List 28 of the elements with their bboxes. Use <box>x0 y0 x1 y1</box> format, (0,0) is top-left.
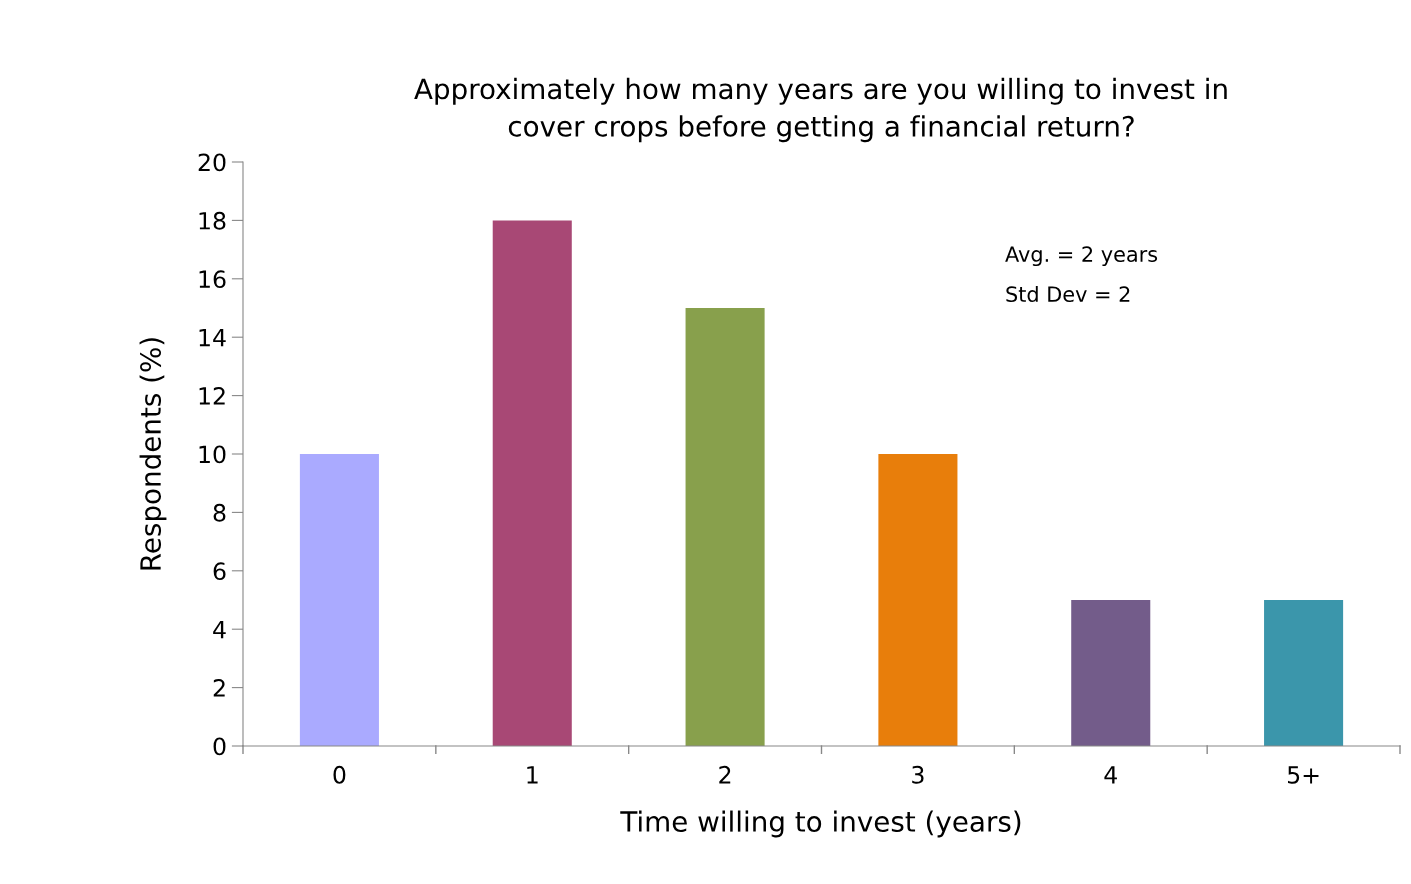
y-tick-label: 8 <box>213 503 226 522</box>
bar <box>878 454 958 746</box>
bar <box>1264 600 1344 746</box>
x-tick-label: 2 <box>719 765 731 784</box>
y-tick-label: 6 <box>213 562 226 581</box>
annotation: Avg. = 2 years <box>1005 246 1158 267</box>
y-tick-label: 2 <box>213 679 225 697</box>
chart-title: Approximately how many years are you willing to invest in cover crops before getting a financial return? <box>414 77 1227 143</box>
annotation: Std Dev = 2 <box>1006 285 1130 303</box>
y-tick-label: 0 <box>213 737 226 756</box>
y-tick-label: 14 <box>199 328 226 347</box>
bar <box>492 220 572 746</box>
y-tick-label: 18 <box>199 211 226 230</box>
x-tick-label: 3 <box>912 765 924 784</box>
x-tick-label: 1 <box>527 766 538 784</box>
x-tick-label: 0 <box>333 765 346 784</box>
x-tick-label: 5+ <box>1288 766 1319 784</box>
x-axis-title: Time willing to invest (years) <box>620 810 1021 838</box>
y-tick-label: 20 <box>198 153 226 172</box>
bar <box>685 308 765 746</box>
y-axis-title: Respondents (%) <box>139 338 167 570</box>
bar <box>1071 600 1151 746</box>
y-tick-label: 12 <box>199 387 225 405</box>
bar <box>299 454 379 746</box>
y-tick-label: 16 <box>199 270 226 289</box>
y-tick-label: 10 <box>199 445 226 464</box>
x-tick-label: 4 <box>1104 766 1117 784</box>
y-tick-label: 4 <box>213 620 226 639</box>
